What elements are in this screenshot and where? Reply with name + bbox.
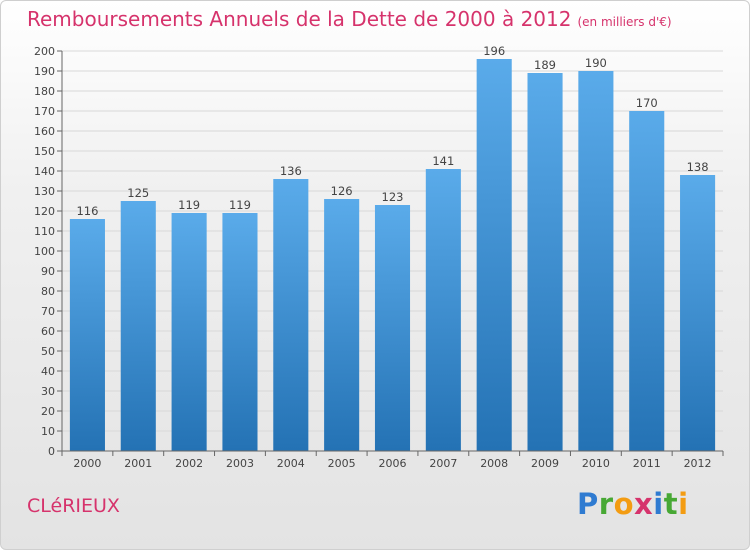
bar-value-label: 119 <box>229 198 251 212</box>
x-tick-label: 2003 <box>226 457 254 470</box>
proxiti-logo: Proxiti <box>577 487 689 521</box>
logo-letter: P <box>577 487 599 521</box>
x-tick-label: 2006 <box>379 457 407 470</box>
bar-value-label: 126 <box>331 184 353 198</box>
y-tick-label: 30 <box>41 385 55 398</box>
logo-letter: t <box>663 487 679 521</box>
bar-value-label: 125 <box>127 186 149 200</box>
bar-value-label: 123 <box>382 190 404 204</box>
bar-value-label: 196 <box>483 44 505 58</box>
y-tick-label: 190 <box>34 65 55 78</box>
bar-value-label: 170 <box>636 96 658 110</box>
chart-title-text: Remboursements Annuels de la Dette de 20… <box>27 7 572 31</box>
bar <box>171 213 207 451</box>
y-tick-label: 180 <box>34 85 55 98</box>
logo-letter: r <box>598 487 614 521</box>
bar-value-label: 138 <box>687 160 709 174</box>
bar <box>324 199 360 451</box>
x-tick-label: 2008 <box>480 457 508 470</box>
bar <box>578 71 614 451</box>
y-tick-label: 20 <box>41 405 55 418</box>
y-tick-label: 100 <box>34 245 55 258</box>
x-tick-label: 2001 <box>124 457 152 470</box>
bar <box>476 59 512 451</box>
bars: 116 125 119 119 136 126 123 141 196 189 190 170 138 <box>69 44 716 451</box>
y-tick-label: 50 <box>41 345 55 358</box>
y-tick-label: 150 <box>34 145 55 158</box>
y-tick-label: 130 <box>34 185 55 198</box>
y-tick-label: 120 <box>34 205 55 218</box>
commune-name: CLéRIEUX <box>27 495 120 517</box>
x-tick-label: 2005 <box>328 457 356 470</box>
x-tick-label: 2010 <box>582 457 610 470</box>
y-tick-label: 90 <box>41 265 55 278</box>
x-tick-label: 2012 <box>684 457 712 470</box>
y-tick-label: 140 <box>34 165 55 178</box>
bar-value-label: 136 <box>280 164 302 178</box>
bar <box>425 169 461 451</box>
y-tick-label: 0 <box>48 445 55 458</box>
x-tick-label: 2007 <box>429 457 457 470</box>
bar-value-label: 189 <box>534 58 556 72</box>
x-tick-label: 2004 <box>277 457 305 470</box>
bar <box>374 205 411 451</box>
bar-value-label: 141 <box>432 154 454 168</box>
y-tick-label: 160 <box>34 125 55 138</box>
y-axis-ticks: 0 10 20 30 40 50 60 70 80 90 100 110 120 130 140 150 160… <box>34 45 62 458</box>
x-tick-label: 2009 <box>531 457 559 470</box>
x-axis-ticks: 2000 2001 2002 2003 2004 2005 2006 2007 2008 2009… <box>61 451 724 470</box>
y-tick-label: 110 <box>34 225 55 238</box>
y-tick-label: 60 <box>41 325 55 338</box>
bar <box>222 213 258 451</box>
bar <box>69 219 105 451</box>
logo-letter: i <box>678 487 689 521</box>
y-tick-label: 10 <box>41 425 55 438</box>
y-tick-label: 170 <box>34 105 55 118</box>
bar-value-label: 119 <box>178 198 200 212</box>
bar <box>120 201 156 451</box>
y-tick-label: 70 <box>41 305 55 318</box>
logo-letter: i <box>653 487 664 521</box>
bar-value-label: 116 <box>76 204 98 218</box>
logo-letter: x <box>634 487 654 521</box>
bar <box>527 73 563 451</box>
y-tick-label: 40 <box>41 365 55 378</box>
x-tick-label: 2002 <box>175 457 203 470</box>
bar <box>273 179 309 451</box>
x-tick-label: 2000 <box>73 457 101 470</box>
chart-title: Remboursements Annuels de la Dette de 20… <box>27 7 672 31</box>
bar <box>629 111 665 451</box>
bar <box>680 175 716 451</box>
y-tick-label: 200 <box>34 45 55 58</box>
y-tick-label: 80 <box>41 285 55 298</box>
x-tick-label: 2011 <box>633 457 661 470</box>
logo-letter: o <box>613 487 635 521</box>
chart-unit: (en milliers d'€) <box>577 15 672 29</box>
bar-value-label: 190 <box>585 56 607 70</box>
